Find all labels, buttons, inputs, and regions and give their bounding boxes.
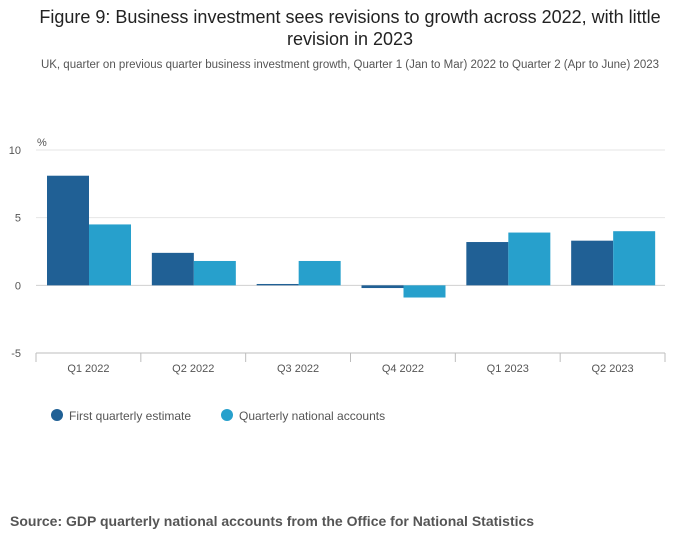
bar-quarterly-national-accounts-q1-2023: [508, 232, 551, 286]
legend: First quarterly estimate Quarterly nation…: [51, 409, 385, 423]
y-tick-label: 5: [15, 213, 21, 225]
x-tick-label: Q1 2022: [67, 363, 109, 375]
x-tick-label: Q3 2022: [277, 363, 319, 375]
legend-label-quarterly-national-accounts: Quarterly national accounts: [239, 409, 385, 423]
bar-first-quarterly-estimate-q4-2022: [361, 285, 404, 289]
source-note: Source: GDP quarterly national accounts …: [10, 513, 535, 529]
y-tick-label: 10: [9, 145, 21, 157]
x-axis: Q1 2022 Q2 2022 Q3 2022 Q4 2022 Q1 2023 Q2 20…: [35, 352, 666, 375]
legend-marker-quarterly-national-accounts: [221, 409, 233, 421]
legend-label-first-quarterly-estimate: First quarterly estimate: [69, 409, 191, 423]
y-axis-unit-label: %: [37, 137, 47, 149]
bars: [47, 175, 656, 298]
y-axis-labels: % 10 5 0 -5: [9, 137, 47, 360]
x-tick-label: Q2 2022: [172, 363, 214, 375]
y-tick-label: 0: [15, 280, 21, 292]
x-tick-label: Q4 2022: [382, 363, 424, 375]
bar-quarterly-national-accounts-q2-2023: [613, 231, 656, 286]
bar-quarterly-national-accounts-q3-2022: [298, 260, 341, 286]
chart-title: Figure 9: Business investment sees revis…: [39, 7, 661, 49]
x-tick-label: Q1 2023: [487, 363, 529, 375]
legend-marker-first-quarterly-estimate: [51, 409, 63, 421]
x-tick-label: Q2 2023: [591, 363, 633, 375]
bar-first-quarterly-estimate-q1-2023: [466, 242, 509, 286]
bar-first-quarterly-estimate-q1-2022: [47, 175, 89, 286]
bar-first-quarterly-estimate-q2-2023: [571, 240, 614, 286]
bar-quarterly-national-accounts-q4-2022: [403, 285, 446, 298]
chart-subtitle: UK, quarter on previous quarter business…: [40, 59, 660, 71]
y-tick-label: -5: [11, 348, 21, 360]
bar-first-quarterly-estimate-q2-2022: [151, 252, 194, 286]
bar-quarterly-national-accounts-q2-2022: [193, 260, 236, 286]
bar-quarterly-national-accounts-q1-2022: [89, 224, 131, 286]
bar-first-quarterly-estimate-q3-2022: [256, 283, 299, 286]
